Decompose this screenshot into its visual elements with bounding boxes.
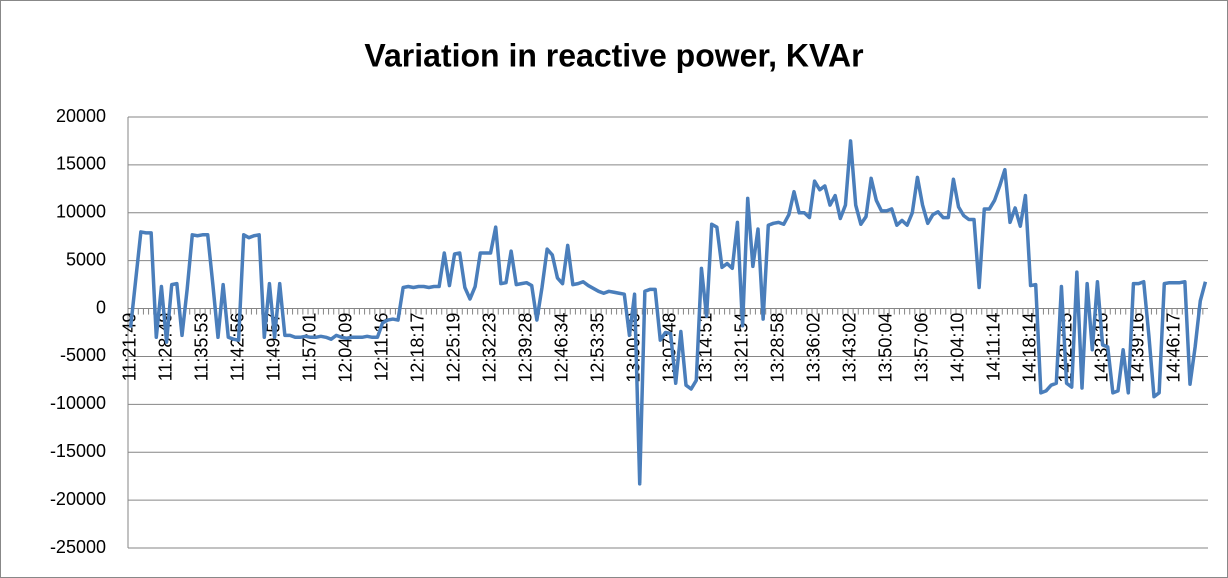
x-tick-label: 14:04:10 <box>947 313 967 383</box>
x-tick-label: 13:28:58 <box>767 313 787 383</box>
x-tick-label: 13:21:54 <box>731 313 751 383</box>
data-line <box>128 139 1208 486</box>
y-tick-label: -20000 <box>50 489 106 509</box>
x-tick-label: 12:18:17 <box>407 313 427 383</box>
x-tick-label: 11:28:49 <box>155 313 175 382</box>
x-tick-label: 11:35:53 <box>191 313 211 382</box>
x-tick-label: 14:32:16 <box>1091 313 1111 383</box>
x-tick-label: 11:49:57 <box>263 313 283 382</box>
x-tick-label: 13:57:06 <box>911 313 931 383</box>
y-tick-label: 0 <box>96 297 106 317</box>
x-tick-label: 12:11:16 <box>371 313 391 382</box>
x-tick-label: 13:43:02 <box>839 313 859 383</box>
y-tick-label: -15000 <box>50 441 106 461</box>
x-tick-label: 11:57:01 <box>299 313 319 382</box>
y-tick-label: -5000 <box>60 345 106 365</box>
y-tick-label: 20000 <box>56 106 106 126</box>
x-tick-label: 11:21:49 <box>119 313 139 382</box>
y-tick-label: -25000 <box>50 537 106 557</box>
y-tick-label: 10000 <box>56 202 106 222</box>
chart-title: Variation in reactive power, KVAr <box>364 37 863 73</box>
x-tick-label: 12:04:09 <box>335 313 355 383</box>
y-tick-label: 5000 <box>66 249 106 269</box>
x-tick-label: 13:36:02 <box>803 313 823 383</box>
x-tick-label: 13:50:04 <box>875 313 895 383</box>
x-tick-label: 12:39:28 <box>515 313 535 383</box>
x-tick-label: 14:18:14 <box>1019 313 1039 383</box>
x-tick-label: 11:42:56 <box>227 313 247 382</box>
x-tick-label: 12:46:34 <box>551 313 571 383</box>
x-tick-label: 12:53:35 <box>587 313 607 383</box>
x-tick-label: 12:32:23 <box>479 313 499 383</box>
x-tick-label: 12:25:19 <box>443 313 463 383</box>
y-tick-label: -10000 <box>50 393 106 413</box>
y-tick-label: 15000 <box>56 154 106 174</box>
x-tick-label: 14:11:14 <box>983 313 1003 382</box>
x-tick-label: 14:46:17 <box>1163 313 1183 383</box>
